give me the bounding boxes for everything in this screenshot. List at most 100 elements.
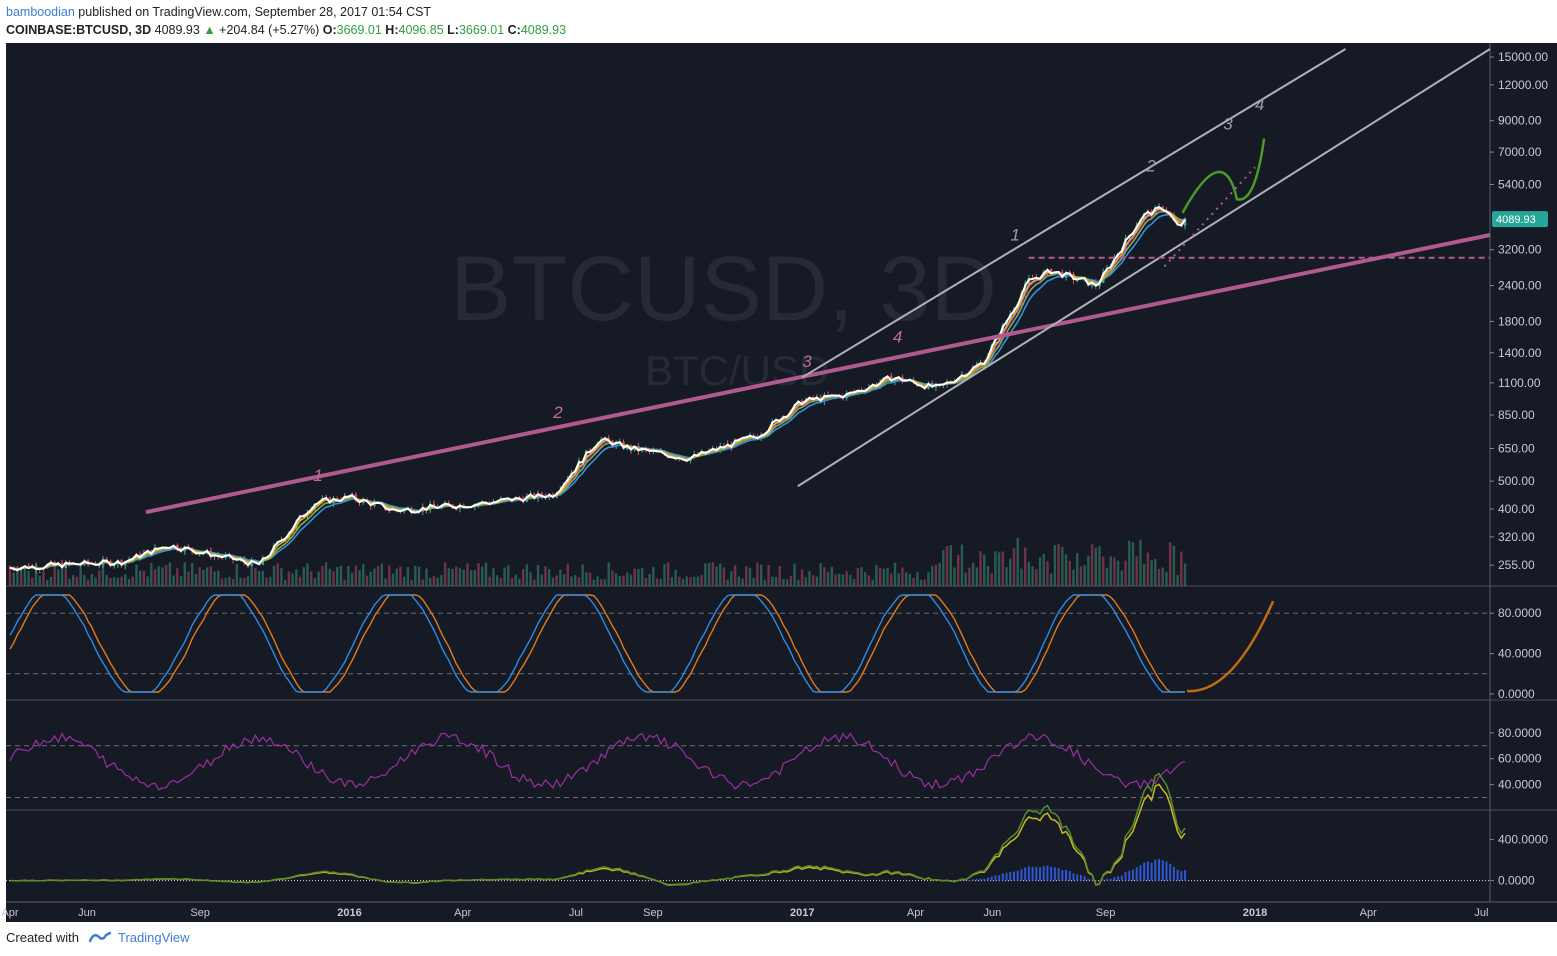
last-price-label: 4089.93 [1496,214,1536,226]
price-tick-label: 650.00 [1498,441,1535,455]
volume-bar [882,568,886,586]
price-tick-label: 400.00 [1498,502,1535,516]
volume-bar [64,569,67,586]
volume-bar [272,565,276,586]
macd-histogram-bar [1135,867,1138,881]
volume-bar [194,574,198,586]
volume-bar [295,569,298,586]
volume-bar [592,579,596,586]
author-link[interactable]: bamboodian [6,5,75,19]
price-tick-label: 850.00 [1498,408,1535,422]
volume-bar [202,569,205,586]
volume-bar [83,574,86,586]
volume-bar [94,577,97,586]
volume-bar [68,578,71,586]
price-tick-label: 2400.00 [1498,279,1542,293]
volume-bar [875,564,878,586]
volume-bar [146,576,149,586]
volume-bar [16,570,19,586]
symbol-line: COINBASE:BTCUSD, 3D 4089.93 ▲ +204.84 (+… [6,21,566,39]
volume-bar [8,566,12,586]
macd-histogram-bar [972,879,975,881]
stoch-tick-label: 40.0000 [1498,647,1542,661]
volume-bar [31,577,34,586]
rsi-tick-label: 40.0000 [1498,778,1542,792]
volume-bar [12,572,15,586]
macd-histogram-bar [994,875,997,881]
volume-bar [250,566,253,586]
macd-histogram-bar [1076,874,1079,881]
volume-bar [276,563,279,586]
wave-label-pink: 3 [802,352,812,371]
volume-bar [611,570,614,586]
macd-histogram-bar [1143,862,1146,881]
macd-histogram-bar [1131,869,1134,881]
macd-tick-label: 400.0000 [1498,833,1548,847]
macd-histogram-bar [986,877,989,881]
volume-bar [469,570,473,586]
volume-bar [722,567,726,586]
price-chart[interactable]: BTCUSD, 3D BTC/USD 15000.00 12000.00 9000.00… [0,40,1557,922]
time-tick-label: Apr [1,907,18,919]
volume-bar [1046,561,1049,586]
volume-bar [719,563,722,586]
time-tick-label: Sep [1096,907,1116,919]
low-label: L: [447,23,459,37]
tradingview-link[interactable]: TradingView [118,930,190,945]
candle-body [373,502,376,507]
macd-histogram-bar [1128,870,1131,881]
volume-bar [789,575,793,586]
volume-bar [350,572,354,586]
price-tick-label: 9000.00 [1498,114,1542,128]
volume-bar [1053,545,1057,586]
chart-background [6,43,1490,902]
volume-bar [1172,545,1176,586]
volume-bar [930,565,934,586]
volume-bar [131,576,134,586]
volume-bar [655,578,659,586]
volume-bar [867,575,871,586]
volume-bar [555,575,558,586]
volume-bar [306,563,309,586]
volume-bar [986,565,990,586]
volume-bar [1157,569,1161,586]
volume-bar [826,571,830,586]
volume-bar [559,569,562,586]
volume-bar [57,569,60,586]
volume-bar [618,576,622,586]
time-axis-background [6,902,1557,922]
volume-bar [153,569,157,586]
macd-histogram-bar [1005,872,1008,881]
volume-bar [257,571,261,586]
macd-histogram-bar [1172,866,1175,881]
volume-bar [1154,559,1157,586]
macd-histogram-bar [1009,872,1012,881]
volume-bar [1094,547,1098,586]
created-with-text: Created with [6,930,79,945]
volume-bar [700,574,703,586]
volume-bar [1031,566,1034,586]
candle-body [1090,282,1094,286]
symbol-name: COINBASE:BTCUSD, 3D [6,23,152,37]
volume-bar [499,578,503,586]
volume-bar [246,576,250,586]
volume-bar [101,562,105,586]
volume-bar [793,563,796,586]
time-tick-label: Apr [454,907,471,919]
volume-bar [815,576,819,586]
macd-histogram-bar [1027,866,1030,881]
macd-histogram-bar [1184,870,1187,881]
volume-bar [98,570,101,586]
volume-bar [945,546,949,586]
watermark-pair: BTC/USD [645,347,829,394]
volume-bar [1124,560,1127,586]
volume-bar [518,578,521,586]
volume-bar [730,571,733,586]
volume-bar [893,562,897,586]
volume-bar [109,578,112,586]
volume-bar [120,576,123,586]
price-tick-label: 7000.00 [1498,145,1542,159]
volume-bar [830,566,833,586]
volume-bar [919,579,923,586]
volume-bar [1105,567,1109,586]
